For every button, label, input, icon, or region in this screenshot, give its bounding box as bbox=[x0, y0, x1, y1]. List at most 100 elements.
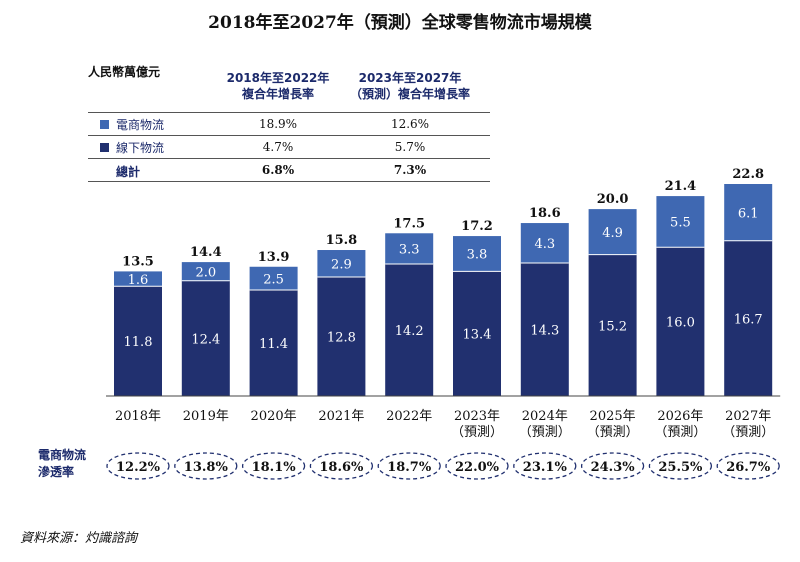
table-rule-1 bbox=[88, 135, 490, 136]
penetration-value-2: 18.1% bbox=[252, 460, 297, 475]
penetration-ellipse-3 bbox=[309, 452, 374, 480]
table-cell-total-cagr2: 7.3% bbox=[393, 163, 427, 177]
table-header-col1-line2: 複合年增長率 bbox=[241, 87, 314, 101]
table-row-label-ecommerce: 電商物流 bbox=[116, 118, 165, 132]
x-tick-label-2: 2020年 bbox=[251, 409, 297, 424]
table-row-label-total: 總計 bbox=[116, 165, 141, 179]
penetration-ellipse-9 bbox=[716, 452, 780, 480]
penetration-label-line1: 電商物流 bbox=[38, 448, 87, 462]
bar-label-offline-3: 12.8 bbox=[327, 330, 356, 345]
bar-offline-8 bbox=[656, 247, 705, 396]
bar-offline-3 bbox=[317, 276, 366, 396]
penetration-ellipse-0 bbox=[106, 452, 170, 480]
bar-label-ecommerce-9: 6.1 bbox=[738, 206, 759, 221]
penetration-ellipse-4 bbox=[377, 452, 441, 480]
bar-ecommerce-9 bbox=[724, 184, 773, 241]
bar-ecommerce-4 bbox=[385, 233, 434, 264]
penetration-ellipse-7 bbox=[580, 452, 645, 480]
penetration-value-1: 13.8% bbox=[184, 460, 229, 475]
bar-total-label-9: 22.8 bbox=[732, 167, 764, 182]
x-tick-label-9-sub: （預測） bbox=[722, 425, 774, 440]
table-header-col2-line2: （預測）複合年增長率 bbox=[349, 87, 470, 101]
penetration-label-line2: 滲透率 bbox=[38, 465, 75, 479]
legend-swatch-offline bbox=[100, 143, 109, 152]
bar-label-offline-9: 16.7 bbox=[734, 312, 763, 327]
bar-label-offline-5: 13.4 bbox=[463, 328, 492, 343]
bar-label-ecommerce-7: 4.9 bbox=[602, 226, 623, 241]
bar-offline-1 bbox=[181, 280, 230, 396]
penetration-value-5: 22.0% bbox=[455, 460, 500, 475]
bar-label-ecommerce-0: 1.6 bbox=[128, 273, 149, 288]
bar-total-label-5: 17.2 bbox=[461, 219, 493, 234]
bar-ecommerce-2 bbox=[249, 266, 298, 290]
bar-offline-9 bbox=[724, 240, 773, 396]
penetration-label: 電商物流 滲透率 bbox=[38, 447, 86, 481]
bar-total-label-1: 14.4 bbox=[190, 245, 222, 260]
table-rule-bottom bbox=[88, 181, 490, 182]
table-header-col1: 2018年至2022年 複合年增長率 bbox=[218, 70, 338, 102]
bar-offline-7 bbox=[588, 254, 637, 396]
bar-offline-4 bbox=[385, 263, 434, 396]
table-cell-ecommerce-cagr1: 18.9% bbox=[258, 117, 298, 131]
x-tick-label-6-sub: （預測） bbox=[519, 425, 571, 440]
bar-label-ecommerce-8: 5.5 bbox=[670, 216, 691, 231]
bar-label-offline-7: 15.2 bbox=[598, 319, 627, 334]
bar-label-ecommerce-5: 3.8 bbox=[467, 248, 488, 263]
penetration-value-3: 18.6% bbox=[319, 460, 364, 475]
penetration-value-6: 23.1% bbox=[523, 460, 568, 475]
bar-label-offline-2: 11.4 bbox=[259, 337, 288, 352]
bar-label-offline-6: 14.3 bbox=[530, 324, 559, 339]
bar-label-ecommerce-2: 2.5 bbox=[263, 272, 284, 287]
bar-total-label-6: 18.6 bbox=[529, 206, 561, 221]
bar-offline-6 bbox=[520, 263, 569, 396]
source-note: 資料來源：灼識諮詢 bbox=[20, 531, 138, 546]
stacked-bar-chart: 11.8 1.6 13.5 2018年 12.2% 12.4 2.0 14.4 2019年 13.… bbox=[106, 167, 781, 480]
table-cell-offline-cagr1: 4.7% bbox=[262, 140, 294, 154]
x-tick-label-9: 2027年 bbox=[725, 409, 771, 424]
bar-label-ecommerce-6: 4.3 bbox=[534, 237, 555, 252]
x-tick-label-0: 2018年 bbox=[115, 409, 161, 424]
unit-label: 人民幣萬億元 bbox=[88, 65, 161, 79]
x-tick-label-7-sub: （預測） bbox=[587, 425, 639, 440]
chart-title: 2018年至2027年（預測）全球零售物流市場規模 bbox=[208, 13, 592, 33]
bar-offline-0 bbox=[114, 286, 162, 396]
bar-ecommerce-0 bbox=[114, 271, 162, 287]
bar-total-label-7: 20.0 bbox=[597, 192, 629, 207]
table-row-label-offline: 線下物流 bbox=[116, 141, 165, 155]
bar-total-label-3: 15.8 bbox=[326, 233, 358, 248]
x-tick-label-4: 2022年 bbox=[386, 409, 432, 424]
bar-ecommerce-6 bbox=[520, 223, 569, 264]
bar-label-offline-8: 16.0 bbox=[666, 316, 695, 331]
table-cell-ecommerce-cagr2: 12.6% bbox=[390, 117, 430, 131]
penetration-value-0: 12.2% bbox=[116, 460, 161, 475]
bar-label-offline-0: 11.8 bbox=[124, 335, 153, 350]
bar-ecommerce-8 bbox=[656, 196, 705, 248]
bar-total-label-8: 21.4 bbox=[665, 179, 697, 194]
penetration-value-4: 18.7% bbox=[387, 460, 432, 475]
x-tick-label-3: 2021年 bbox=[318, 409, 364, 424]
bar-label-offline-1: 12.4 bbox=[191, 332, 220, 347]
bar-ecommerce-7 bbox=[588, 209, 637, 255]
bar-ecommerce-5 bbox=[453, 236, 501, 272]
bar-label-ecommerce-4: 3.3 bbox=[399, 243, 420, 258]
x-tick-label-8: 2026年 bbox=[657, 409, 703, 424]
penetration-ellipse-5 bbox=[445, 452, 509, 480]
bar-label-offline-4: 14.2 bbox=[395, 324, 424, 339]
legend-swatch-ecommerce bbox=[100, 120, 109, 129]
bar-label-ecommerce-1: 2.0 bbox=[195, 265, 216, 280]
x-tick-label-7: 2025年 bbox=[590, 409, 636, 424]
penetration-value-9: 26.7% bbox=[726, 460, 771, 475]
penetration-value-7: 24.3% bbox=[591, 460, 636, 475]
x-tick-label-5-sub: （預測） bbox=[451, 425, 503, 440]
penetration-ellipse-1 bbox=[174, 452, 238, 480]
x-tick-label-6: 2024年 bbox=[522, 409, 568, 424]
penetration-ellipse-2 bbox=[241, 452, 306, 480]
x-tick-label-5: 2023年 bbox=[454, 409, 500, 424]
table-rule-2 bbox=[88, 158, 490, 159]
bar-ecommerce-1 bbox=[181, 262, 230, 281]
penetration-value-8: 25.5% bbox=[658, 460, 703, 475]
table-header-col1-line1: 2018年至2022年 bbox=[226, 71, 330, 85]
bar-offline-5 bbox=[453, 271, 501, 396]
bar-total-label-4: 17.5 bbox=[393, 216, 425, 231]
table-header-col2: 2023年至2027年 （預測）複合年增長率 bbox=[330, 70, 490, 102]
